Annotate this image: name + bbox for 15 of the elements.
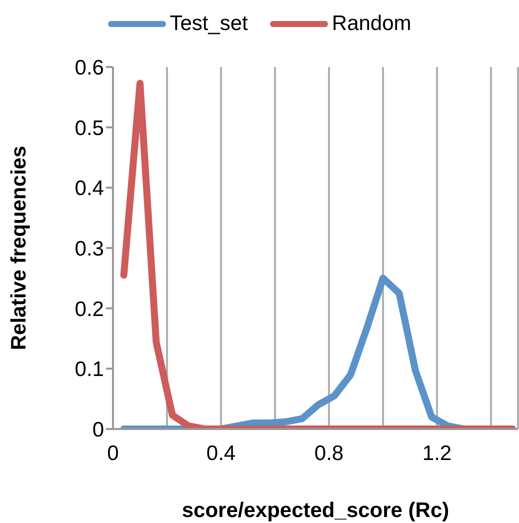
x-tick-label: 1.2 bbox=[422, 442, 452, 465]
x-tick-label: 0.4 bbox=[206, 442, 236, 465]
legend-label: Random bbox=[332, 12, 412, 36]
y-tick-label: 0.2 bbox=[74, 298, 104, 321]
x-axis-title: score/expected_score (Rc) bbox=[182, 499, 450, 522]
legend-label: Test_set bbox=[170, 12, 248, 36]
y-tick-label: 0.5 bbox=[74, 116, 104, 140]
y-axis-title: Relative frequencies bbox=[7, 146, 30, 350]
x-tick-label: 0 bbox=[107, 442, 119, 465]
x-tick-label: 0.8 bbox=[314, 442, 344, 465]
y-tick-label: 0.1 bbox=[74, 358, 104, 382]
y-tick-label: 0.4 bbox=[74, 177, 104, 200]
y-tick-label: 0 bbox=[92, 418, 104, 442]
y-tick-label: 0.6 bbox=[74, 56, 104, 80]
y-tick-label: 0.3 bbox=[74, 237, 104, 260]
